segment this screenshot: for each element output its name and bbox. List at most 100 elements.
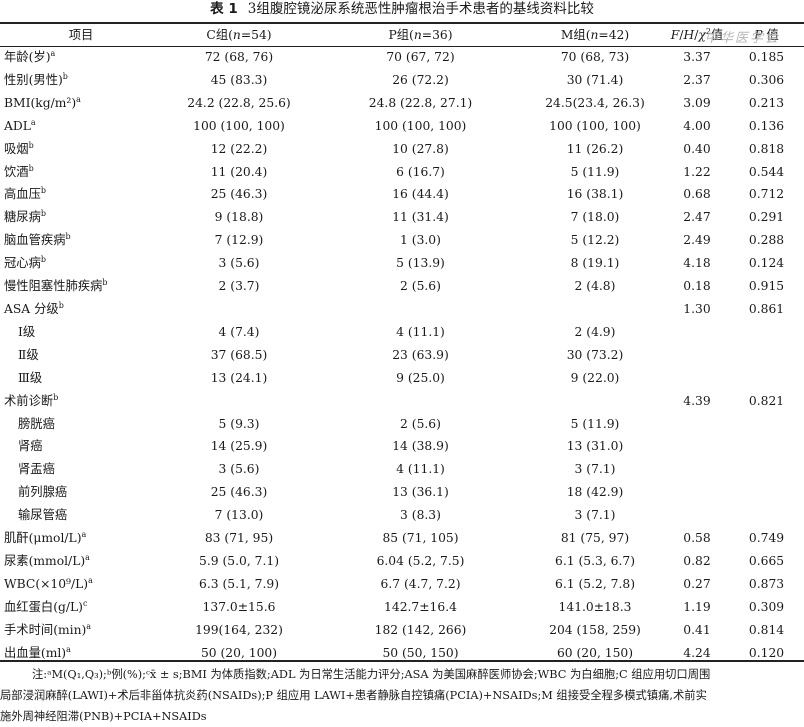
cell-p-value: 0.814 [748,622,785,637]
cell-m-group: 30 (73.2) [566,347,624,362]
cell-c-group: 100 (100, 100) [193,118,285,133]
cell-p-value: 0.873 [748,576,785,591]
cell-p-group: 50 (50, 150) [382,645,459,660]
table-row: 肾盂癌 3 (5.6) 4 (11.1) 3 (7.1) [0,458,804,481]
header-item: 项目 [68,28,94,42]
row-label: ADLa [4,117,36,133]
cell-statistic: 1.30 [683,301,711,316]
table-row: 尿素(mmol/L)a 5.9 (5.0, 7.1) 6.04 (5.2, 7.5)… [0,550,804,573]
row-label: 糖尿病b [4,209,47,225]
note-line: 注:ᵃM(Q₁,Q₃);ᵇ例(%);ᶜx̄ ± s;BMI 为体质指数;ADL … [32,668,711,681]
footnote-marker: b [28,140,34,150]
row-label: ASA 分级b [4,300,64,316]
cell-m-group: 18 (42.9) [566,485,624,500]
cell-m-group: 13 (31.0) [566,439,624,454]
cell-p-group: 9 (25.0) [396,370,445,385]
cell-statistic: 0.58 [683,531,711,546]
header-p-group: P组(n=36) [388,28,453,42]
cell-p-group: 6.04 (5.2, 7.5) [376,553,465,568]
cell-m-group: 81 (75, 97) [560,531,630,546]
cell-c-group: 5.9 (5.0, 7.1) [199,553,279,568]
cell-statistic: 1.22 [683,164,711,179]
table-row: 饮酒b 11 (20.4) 6 (16.7) 5 (11.9) 1.22 0.544 [0,161,804,184]
header-m-group: M组(n=42) [560,28,630,42]
cell-c-group: 7 (13.0) [214,508,264,523]
cell-statistic [665,344,729,367]
row-label: 膀胱癌 [18,416,55,431]
table-row: 血红蛋白(g/L)c 137.0±15.6 142.7±16.4 141.0±18.3… [0,596,804,619]
cell-m-group: 141.0±18.3 [558,599,632,614]
header-c-group: C组(n=54) [206,28,272,42]
cell-p-value: 0.915 [748,279,785,294]
cell-p-group: 5 (13.9) [396,256,445,271]
cell-p-value [729,435,804,458]
cell-c-group: 45 (83.3) [210,72,268,87]
cell-c-group: 13 (24.1) [210,370,268,385]
cell-p-group: 142.7±16.4 [384,599,457,614]
row-label: Ⅲ级 [18,370,43,385]
cell-c-group: 6.3 (5.1, 7.9) [199,576,279,591]
row-label: 肾癌 [18,439,43,454]
table-row: 性别(男性)b 45 (83.3) 26 (72.2) 30 (71.4) 2.37 0.… [0,69,804,92]
cell-p-value [729,344,804,367]
cell-m-group [525,298,665,321]
row-label: Ⅰ级 [18,324,36,339]
table-row: 前列腺癌 25 (46.3) 13 (36.1) 18 (42.9) [0,481,804,504]
header-statistic: F/H/χ2值 [670,26,724,42]
cell-m-group: 70 (68, 73) [560,50,630,64]
table-notes: 注:ᵃM(Q₁,Q₃);ᵇ例(%);ᶜx̄ ± s;BMI 为体质指数;ADL … [0,664,804,727]
cell-c-group: 3 (5.6) [218,256,260,271]
cell-p-group: 6 (16.7) [396,164,445,179]
cell-c-group: 3 (5.6) [218,462,260,477]
watermark: 中华医学会 [705,31,781,46]
cell-m-group: 3 (7.1) [574,462,616,477]
cell-c-group [162,298,316,321]
cell-m-group: 60 (20, 150) [556,645,634,660]
table-row: Ⅰ级 4 (7.4) 4 (11.1) 2 (4.9) [0,321,804,344]
cell-p-group: 14 (38.9) [392,439,449,454]
cell-statistic [665,458,729,481]
cell-p-group: 2 (5.6) [400,416,441,431]
table-row: ADLa 100 (100, 100) 100 (100, 100) 100 (100… [0,115,804,138]
row-label: 吸烟b [4,140,34,156]
cell-m-group: 6.1 (5.2, 7.8) [555,576,635,591]
cell-p-value: 0.818 [748,141,785,156]
table-row: 肾癌 14 (25.9) 14 (38.9) 13 (31.0) [0,435,804,458]
cell-statistic [665,481,729,504]
table-header-row: 项目 C组(n=54) P组(n=36) M组(n=42) F/H/χ2值 P … [0,24,804,46]
cell-statistic: 2.49 [683,233,711,248]
table-title-text: 3组腹腔镜泌尿系统恶性肿瘤根治手术患者的基线资料比较 [247,1,594,17]
cell-p-group: 70 (67, 72) [386,50,455,64]
footnote-marker: b [58,300,64,310]
cell-p-value: 0.306 [748,72,785,87]
table-body: 年龄(岁)a 72 (68, 76) 70 (67, 72) 70 (68, 73) 3… [0,46,804,664]
footnote-marker: a [85,552,90,562]
cell-m-group: 7 (18.0) [570,210,620,225]
footnote-marker: b [65,232,71,242]
row-label: 出血量(ml)a [4,644,71,660]
cell-p-group: 13 (36.1) [392,485,449,500]
table-row: Ⅲ级 13 (24.1) 9 (25.0) 9 (22.0) [0,367,804,390]
row-label: 性别(男性)b [4,71,68,87]
cell-c-group: 83 (71, 95) [204,531,274,546]
cell-c-group: 4 (7.4) [218,324,260,339]
table-row: 肌酐(μmol/L)a 83 (71, 95) 85 (71, 105) 81 (75… [0,527,804,550]
cell-p-group: 11 (31.4) [392,210,449,225]
cell-p-value: 0.544 [748,164,785,179]
footnote-marker: b [28,163,34,173]
cell-m-group: 5 (11.9) [570,416,620,431]
cell-p-value: 0.712 [748,187,785,202]
cell-m-group: 11 (26.2) [566,141,624,156]
row-label: 前列腺癌 [18,485,68,500]
cell-p-value [729,458,804,481]
bottom-rule [0,660,804,662]
cell-m-group: 204 (158, 259) [549,622,641,637]
cell-m-group: 6.1 (5.3, 6.7) [555,553,635,568]
cell-p-group: 10 (27.8) [392,141,449,156]
cell-m-group: 5 (11.9) [570,164,620,179]
cell-p-group: 182 (142, 266) [374,622,467,637]
note-line: 局部浸润麻醉(LAWI)+术后非甾体抗炎药(NSAIDs);P 组应用 LAWI… [0,689,707,702]
cell-c-group: 11 (20.4) [210,164,268,179]
footnote-marker: b [40,209,47,219]
row-label: 慢性阻塞性肺疾病b [4,277,108,294]
